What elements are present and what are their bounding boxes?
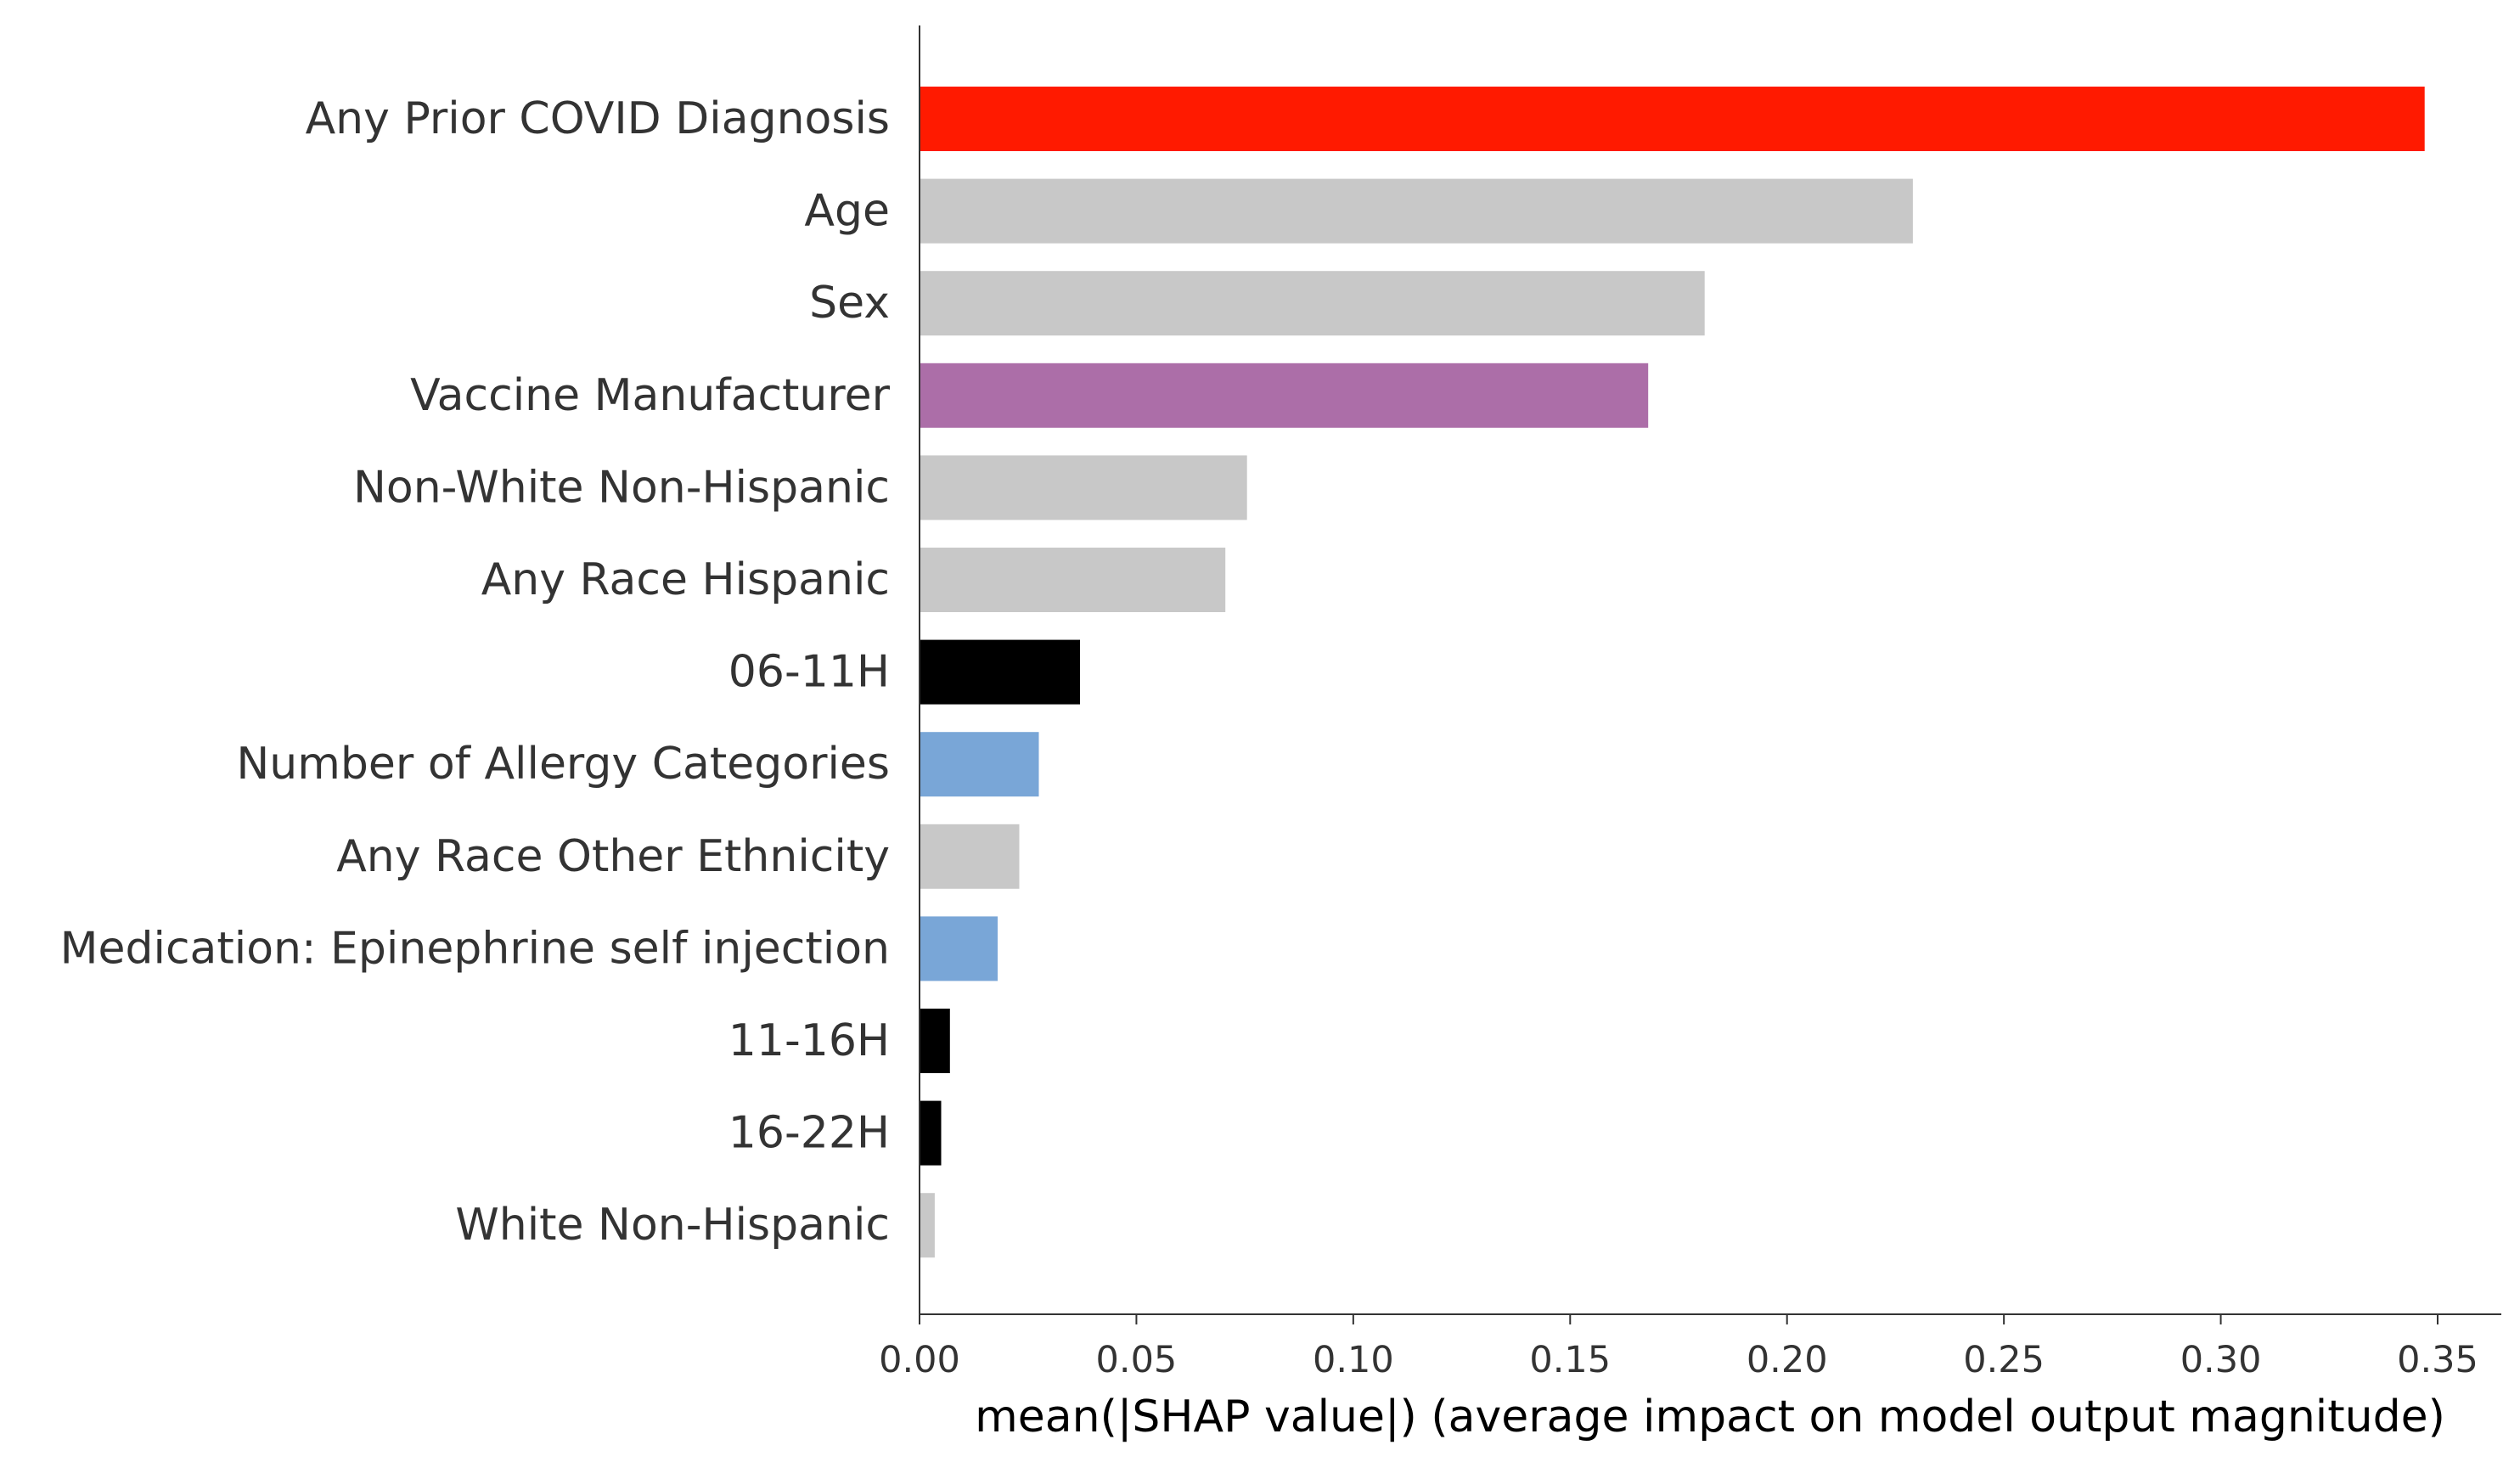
bar-any-race-other-ethnicity <box>920 824 1020 889</box>
x-tick-label: 0.15 <box>1529 1339 1611 1381</box>
category-label-vaccine-manufacturer: Vaccine Manufacturer <box>410 370 890 421</box>
x-ticks-group: 0.00 0.05 0.10 0.15 0.20 0.25 0.30 0.35 <box>879 1314 2478 1381</box>
category-label-any-race-hispanic: Any Race Hispanic <box>481 554 890 605</box>
category-label-age: Age <box>804 186 890 237</box>
bar-11-16h <box>920 1009 950 1073</box>
bar-non-white-non-hispanic <box>920 455 1247 520</box>
category-label-any-prior-covid-diagnosis: Any Prior COVID Diagnosis <box>306 93 890 144</box>
x-tick-label: 0.35 <box>2397 1339 2478 1381</box>
category-label-non-white-non-hispanic: Non-White Non-Hispanic <box>353 462 890 513</box>
category-label-any-race-other-ethnicity: Any Race Other Ethnicity <box>336 831 890 882</box>
bar-vaccine-manufacturer <box>920 363 1649 428</box>
category-label-medication-epinephrine-self-injection: Medication: Epinephrine self injection <box>60 923 890 974</box>
bar-medication-epinephrine-self-injection <box>920 916 998 981</box>
x-tick-label: 0.10 <box>1313 1339 1394 1381</box>
bar-06-11h <box>920 639 1080 705</box>
x-tick-label: 0.00 <box>879 1339 960 1381</box>
bar-age <box>920 178 1913 244</box>
x-axis-title: mean(|SHAP value|) (average impact on mo… <box>975 1392 2445 1442</box>
bars-group <box>920 87 2425 1258</box>
bar-16-22h <box>920 1100 942 1166</box>
category-label-06-11h: 06-11H <box>728 647 890 698</box>
bar-sex <box>920 271 1705 336</box>
x-tick-label: 0.20 <box>1747 1339 1828 1381</box>
category-label-white-non-hispanic: White Non-Hispanic <box>455 1200 890 1251</box>
category-label-16-22h: 16-22H <box>728 1108 890 1159</box>
x-tick-label: 0.25 <box>1963 1339 2045 1381</box>
bar-any-prior-covid-diagnosis <box>920 87 2425 151</box>
x-tick-label: 0.05 <box>1096 1339 1178 1381</box>
bar-any-race-hispanic <box>920 548 1226 612</box>
bar-number-of-allergy-categories <box>920 732 1039 797</box>
x-tick-label: 0.30 <box>2180 1339 2262 1381</box>
category-label-11-16h: 11-16H <box>728 1015 890 1066</box>
category-labels-group: Any Prior COVID Diagnosis Age Sex Vaccine M… <box>60 93 891 1251</box>
bar-white-non-hispanic <box>920 1193 935 1258</box>
category-label-number-of-allergy-categories: Number of Allergy Categories <box>236 739 890 790</box>
category-label-sex: Sex <box>809 278 890 329</box>
